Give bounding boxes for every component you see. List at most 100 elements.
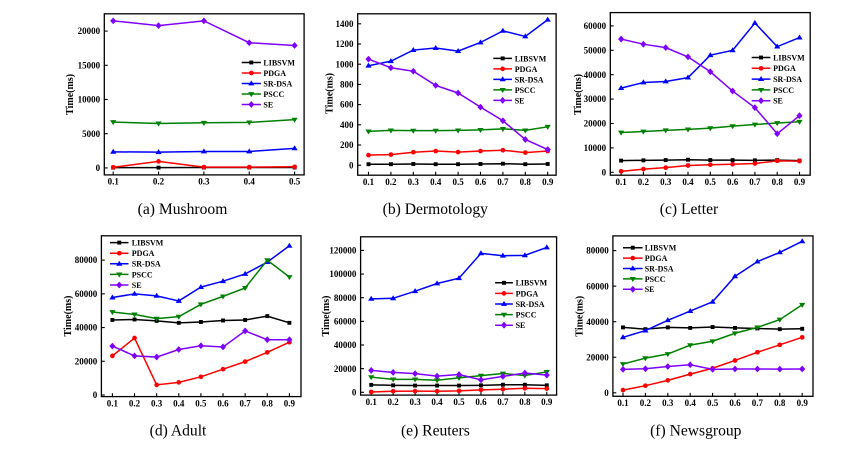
svg-text:40000: 40000 [586, 317, 609, 327]
svg-text:Time(ms): Time(ms) [325, 73, 336, 114]
svg-text:0.8: 0.8 [774, 398, 786, 408]
svg-text:PSCC: PSCC [645, 275, 666, 284]
svg-text:0.2: 0.2 [385, 177, 397, 187]
svg-text:0.3: 0.3 [408, 177, 420, 187]
svg-text:(a) Mushroom: (a) Mushroom [138, 201, 228, 218]
svg-text:0.6: 0.6 [475, 177, 487, 187]
svg-text:LIBSVM: LIBSVM [516, 279, 548, 288]
svg-text:0.7: 0.7 [497, 397, 509, 407]
svg-text:20000: 20000 [586, 352, 609, 362]
svg-text:0.7: 0.7 [497, 177, 509, 187]
svg-text:0.3: 0.3 [662, 398, 674, 408]
svg-text:0.4: 0.4 [685, 398, 697, 408]
svg-text:0.4: 0.4 [173, 398, 185, 408]
svg-text:0.7: 0.7 [752, 398, 764, 408]
svg-text:PDGA: PDGA [132, 249, 155, 258]
svg-text:0.5: 0.5 [452, 177, 464, 187]
svg-text:0.2: 0.2 [129, 398, 141, 408]
svg-text:0.3: 0.3 [151, 398, 163, 408]
svg-text:SR-DSA: SR-DSA [132, 260, 161, 269]
svg-text:60000: 60000 [75, 289, 98, 299]
svg-text:0.9: 0.9 [541, 397, 553, 407]
svg-text:0.4: 0.4 [431, 397, 443, 407]
svg-text:(f) Newsgroup: (f) Newsgroup [650, 423, 742, 440]
svg-text:0.8: 0.8 [262, 398, 274, 408]
svg-text:200: 200 [340, 140, 354, 150]
svg-text:0.9: 0.9 [284, 398, 296, 408]
svg-text:Time(ms): Time(ms) [65, 74, 76, 115]
svg-text:0.8: 0.8 [519, 397, 531, 407]
svg-text:40000: 40000 [75, 323, 98, 333]
svg-text:0.3: 0.3 [409, 397, 421, 407]
svg-text:Time(ms): Time(ms) [63, 296, 74, 337]
svg-text:60000: 60000 [584, 21, 607, 31]
svg-text:80000: 80000 [334, 293, 357, 303]
svg-text:0.1: 0.1 [107, 398, 119, 408]
svg-text:SE: SE [516, 321, 526, 330]
svg-text:0.5: 0.5 [289, 177, 301, 187]
svg-text:0.5: 0.5 [707, 398, 719, 408]
svg-text:0.1: 0.1 [108, 177, 120, 187]
svg-text:600: 600 [340, 100, 354, 110]
svg-text:0.6: 0.6 [729, 398, 741, 408]
svg-text:60000: 60000 [334, 316, 357, 326]
svg-text:Time(ms): Time(ms) [321, 296, 332, 337]
svg-text:0.1: 0.1 [615, 177, 627, 187]
svg-text:10000: 10000 [584, 143, 607, 153]
svg-text:0.6: 0.6 [475, 397, 487, 407]
svg-text:0: 0 [602, 167, 607, 177]
svg-text:40000: 40000 [334, 340, 357, 350]
svg-text:0.1: 0.1 [366, 397, 378, 407]
svg-text:0.8: 0.8 [772, 177, 784, 187]
svg-text:LIBSVM: LIBSVM [515, 54, 547, 63]
svg-text:SE: SE [773, 97, 783, 106]
svg-text:20000: 20000 [334, 364, 357, 374]
svg-text:15000: 15000 [78, 60, 101, 70]
svg-text:0.4: 0.4 [244, 177, 256, 187]
svg-text:100000: 100000 [329, 269, 357, 279]
svg-text:(e) Reuters: (e) Reuters [401, 423, 470, 440]
svg-text:0.9: 0.9 [542, 177, 554, 187]
svg-text:Time(ms): Time(ms) [575, 296, 586, 337]
svg-text:0.3: 0.3 [198, 177, 210, 187]
svg-text:0: 0 [352, 387, 357, 397]
svg-text:PSCC: PSCC [515, 86, 536, 95]
svg-text:0.6: 0.6 [217, 398, 229, 408]
svg-text:Time(ms): Time(ms) [573, 74, 584, 115]
svg-text:0.5: 0.5 [195, 398, 207, 408]
svg-text:SE: SE [263, 100, 273, 109]
svg-text:80000: 80000 [586, 246, 609, 256]
svg-text:20000: 20000 [78, 26, 101, 36]
svg-text:1400: 1400 [336, 19, 355, 29]
svg-text:0.2: 0.2 [388, 397, 400, 407]
svg-text:0: 0 [349, 160, 354, 170]
svg-text:50000: 50000 [584, 45, 607, 55]
svg-text:SE: SE [132, 281, 142, 290]
svg-text:0.1: 0.1 [617, 398, 629, 408]
svg-text:LIBSVM: LIBSVM [645, 244, 677, 253]
svg-text:1200: 1200 [336, 39, 355, 49]
svg-text:LIBSVM: LIBSVM [263, 58, 295, 67]
svg-text:SR-DSA: SR-DSA [645, 264, 674, 273]
svg-text:LIBSVM: LIBSVM [132, 239, 164, 248]
svg-text:0.7: 0.7 [749, 177, 761, 187]
svg-text:0.9: 0.9 [794, 177, 806, 187]
svg-text:0.1: 0.1 [363, 177, 375, 187]
svg-text:SR-DSA: SR-DSA [515, 75, 544, 84]
svg-text:0.5: 0.5 [705, 177, 717, 187]
svg-text:0.2: 0.2 [638, 177, 650, 187]
svg-text:0.2: 0.2 [640, 398, 652, 408]
svg-text:0: 0 [93, 390, 98, 400]
svg-text:0.2: 0.2 [153, 177, 165, 187]
svg-text:80000: 80000 [75, 255, 98, 265]
svg-text:1000: 1000 [336, 59, 355, 69]
svg-text:120000: 120000 [329, 246, 357, 256]
svg-text:PDGA: PDGA [263, 69, 286, 78]
svg-text:0: 0 [604, 388, 609, 398]
svg-text:LIBSVM: LIBSVM [773, 53, 805, 62]
svg-text:SR-DSA: SR-DSA [516, 300, 545, 309]
svg-text:0.6: 0.6 [727, 177, 739, 187]
svg-text:0.8: 0.8 [520, 177, 532, 187]
svg-text:20000: 20000 [584, 119, 607, 129]
svg-text:PSCC: PSCC [773, 86, 794, 95]
